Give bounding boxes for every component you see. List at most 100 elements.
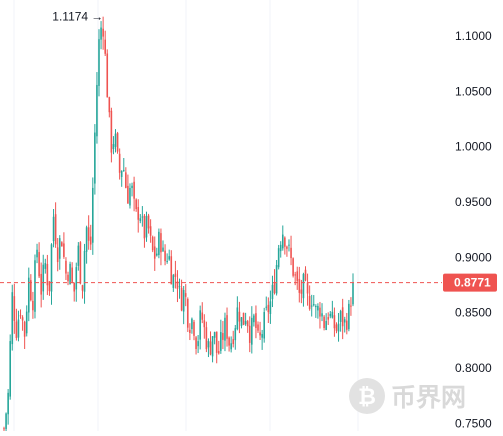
candle-body-150 xyxy=(312,304,315,306)
candle-body-144 xyxy=(300,289,303,294)
current-price-tag-bg xyxy=(443,273,497,292)
candle-body-0 xyxy=(3,428,5,430)
candle-body-167 xyxy=(348,303,350,330)
candle-body-63 xyxy=(133,181,135,199)
y-tick-label-1: 1.0500 xyxy=(455,84,492,98)
candle-body-110 xyxy=(230,343,232,350)
candle-body-165 xyxy=(343,319,346,323)
candle-body-18 xyxy=(40,273,42,295)
candle-body-140 xyxy=(292,258,294,276)
candle-body-137 xyxy=(286,246,288,249)
candle-body-103 xyxy=(215,331,218,353)
candle-body-69 xyxy=(145,216,148,238)
watermark: ₿ 币界网 xyxy=(349,378,466,414)
candle-body-132 xyxy=(275,265,278,294)
watermark-text: 币界网 xyxy=(391,384,466,412)
candle-body-117 xyxy=(244,320,247,325)
candle-body-151 xyxy=(315,306,317,308)
candle-body-136 xyxy=(284,237,286,247)
y-axis: 1.1000 1.0500 1.0000 0.9500 0.9000 0.8500 0.80… xyxy=(455,29,492,430)
y-tick-label-5: 0.8500 xyxy=(455,306,492,320)
candle-body-118 xyxy=(246,321,249,327)
y-tick-label-6: 0.8000 xyxy=(455,361,492,375)
candle-body-52 xyxy=(110,110,113,153)
candle-body-99 xyxy=(207,341,210,348)
candle-body-148 xyxy=(308,296,311,309)
candle-body-48 xyxy=(102,28,104,37)
candle-body-153 xyxy=(319,307,321,317)
current-price-label: 0.8771 xyxy=(454,276,491,290)
candle-body-158 xyxy=(329,313,332,317)
candle-body-102 xyxy=(213,332,216,338)
candle-body-133 xyxy=(277,248,280,268)
candle-body-73 xyxy=(153,246,156,259)
candle-body-86 xyxy=(180,287,183,311)
candle-body-76 xyxy=(160,233,162,253)
candle-body-81 xyxy=(170,256,173,285)
candle-body-66 xyxy=(139,218,142,222)
candle-body-41 xyxy=(87,227,90,241)
candle-body-55 xyxy=(116,133,119,152)
candle-body-12 xyxy=(27,277,30,313)
grid-lines xyxy=(13,0,359,431)
candle-body-40 xyxy=(85,227,88,252)
candle-body-164 xyxy=(341,307,344,327)
candle-body-142 xyxy=(296,271,299,282)
candle-body-23 xyxy=(50,244,53,292)
candle-body-67 xyxy=(141,216,144,218)
candle-body-74 xyxy=(156,253,158,256)
candle-body-134 xyxy=(279,244,282,252)
candle-body-79 xyxy=(166,260,168,262)
candle-body-143 xyxy=(298,278,301,293)
candle-body-126 xyxy=(263,312,266,339)
candle-body-71 xyxy=(149,226,152,236)
candle-body-70 xyxy=(147,215,150,229)
candle-body-2 xyxy=(7,392,9,415)
candle-body-135 xyxy=(281,234,284,249)
candle-body-96 xyxy=(201,312,204,320)
candle-body-24 xyxy=(52,216,55,242)
candle-body-122 xyxy=(255,313,257,328)
candle-body-60 xyxy=(127,185,129,204)
candle-body-16 xyxy=(36,249,38,258)
candle-body-125 xyxy=(261,334,263,338)
candle-body-37 xyxy=(79,242,82,284)
candle-body-159 xyxy=(331,311,334,318)
candle-body-129 xyxy=(269,301,272,314)
candle-body-53 xyxy=(112,144,115,149)
candle-body-109 xyxy=(228,337,230,346)
y-tick-label-4: 0.9000 xyxy=(455,250,492,264)
candle-body-155 xyxy=(323,316,325,329)
candle-body-139 xyxy=(290,247,292,259)
candle-body-108 xyxy=(226,315,228,339)
candle-body-169 xyxy=(352,282,354,305)
peak-arrow-icon: → xyxy=(91,10,103,24)
candle-body-107 xyxy=(224,317,226,341)
candle-body-14 xyxy=(32,300,34,311)
candle-body-84 xyxy=(176,281,179,289)
candle-body-166 xyxy=(346,320,348,330)
candle-body-3 xyxy=(9,341,11,397)
candle-body-98 xyxy=(205,327,208,350)
y-tick-label-3: 0.9500 xyxy=(455,195,492,209)
candle-body-26 xyxy=(56,247,59,263)
candle-body-29 xyxy=(63,243,65,257)
candle-body-161 xyxy=(335,324,338,331)
candle-body-6 xyxy=(15,321,18,339)
candle-body-127 xyxy=(265,306,268,308)
candle-body-89 xyxy=(186,299,189,328)
candle-body-131 xyxy=(273,282,276,293)
candle-body-45 xyxy=(96,84,98,137)
candle-body-50 xyxy=(106,53,109,98)
candle-body-25 xyxy=(54,214,57,245)
candle-body-156 xyxy=(325,321,327,331)
candle-body-147 xyxy=(306,282,309,294)
candle-body-138 xyxy=(288,244,290,246)
candle-body-124 xyxy=(259,332,261,336)
candle-body-47 xyxy=(100,27,102,40)
candle-body-104 xyxy=(217,351,220,354)
candle-body-157 xyxy=(327,317,330,320)
bitcoin-icon-circle xyxy=(349,378,385,414)
candle-body-59 xyxy=(125,172,127,188)
candle-body-33 xyxy=(71,267,73,282)
